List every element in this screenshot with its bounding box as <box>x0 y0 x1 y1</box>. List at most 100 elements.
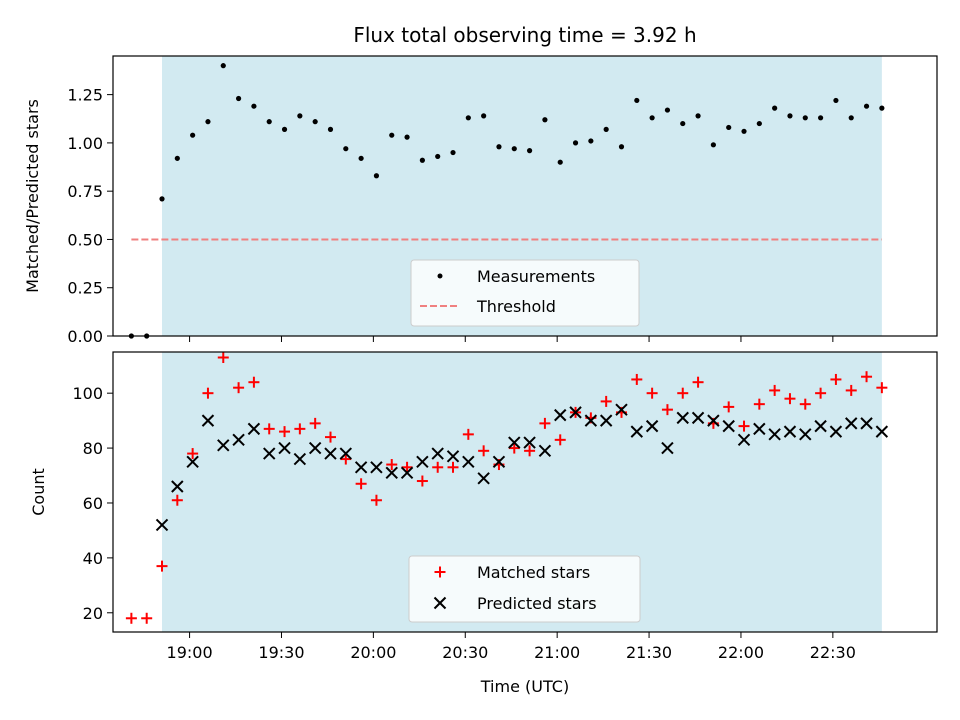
chart-title: Flux total observing time = 3.92 h <box>353 23 696 47</box>
legend-label-matched: Matched stars <box>477 563 590 582</box>
predicted-star-point <box>630 425 644 438</box>
measurement-point <box>680 120 686 127</box>
predicted-star-point <box>446 450 460 463</box>
x-diag-b <box>661 441 674 455</box>
x-axis-ticks <box>189 336 834 342</box>
x-diag-b <box>783 425 797 438</box>
measurement-point <box>327 126 334 132</box>
matched-star-point <box>478 445 490 457</box>
x-diag-b <box>860 417 873 430</box>
matched-star-point <box>692 376 704 388</box>
predicted-star-point <box>462 455 475 469</box>
legend-plus-marker <box>434 566 446 578</box>
predicted-star-point <box>538 444 552 458</box>
predicted-star-point <box>584 414 598 427</box>
measurement-point <box>879 105 885 111</box>
matched-star-point <box>447 461 459 473</box>
predicted-star-point <box>293 452 307 466</box>
predicted-star-point <box>737 433 751 447</box>
ratio-panel-frame <box>112 55 938 337</box>
x-diag-b <box>171 480 184 493</box>
measurement-point <box>266 119 272 125</box>
matched-star-point <box>845 384 857 396</box>
matched-star-points <box>125 351 888 624</box>
predicted-star-point <box>554 408 567 422</box>
predicted-star-point <box>691 411 705 425</box>
x-diag-b <box>676 411 689 425</box>
predicted-star-point <box>676 411 689 425</box>
predicted-star-point <box>661 441 674 455</box>
x-diag-b <box>217 439 230 452</box>
legend-x-marker <box>433 596 447 610</box>
matched-star-point <box>861 371 873 383</box>
measurement-point <box>588 138 594 144</box>
measurement-point <box>419 157 425 163</box>
predicted-star-point <box>263 447 276 460</box>
measurement-point <box>174 155 180 161</box>
count-panel: 20 40 60 80 100 19:00 19:30 20:00 20:30 21:00 21:… <box>29 351 938 696</box>
measurement-point <box>235 95 242 102</box>
x-diag-b <box>554 408 567 422</box>
predicted-star-point <box>707 414 720 427</box>
matched-star-point <box>294 423 306 435</box>
x-diag-b <box>508 436 521 449</box>
y-tick-label: 80 <box>83 439 103 458</box>
predicted-star-point <box>799 428 812 441</box>
x-diag-b <box>584 414 598 427</box>
x-diag-b <box>599 414 613 427</box>
measurement-point <box>496 144 502 150</box>
measurement-point <box>389 132 395 138</box>
matched-star-point <box>416 475 428 487</box>
y-axis-ticks: 0.00 0.25 0.50 0.75 1.00 1.25 <box>67 86 113 346</box>
predicted-star-point <box>814 419 827 433</box>
measurement-point <box>603 126 609 132</box>
x-diag-b <box>247 422 261 436</box>
measurement-point <box>435 153 441 160</box>
x-axis-label: Time (UTC) <box>480 677 569 696</box>
measurement-point <box>373 173 380 179</box>
x-tick-label: 19:00 <box>167 643 213 662</box>
predicted-star-point <box>783 425 797 438</box>
predicted-star-point <box>171 480 184 493</box>
predicted-star-point <box>508 436 521 449</box>
measurement-point <box>863 103 870 109</box>
predicted-star-point <box>400 466 414 479</box>
x-diag-b <box>477 472 490 485</box>
x-diag-b <box>308 441 322 455</box>
x-diag-b <box>615 403 628 416</box>
matched-star-point <box>799 398 811 410</box>
predicted-star-point <box>155 518 169 532</box>
measurement-points <box>128 63 885 339</box>
measurement-point <box>297 113 303 119</box>
measurement-point <box>450 149 456 156</box>
x-diag-b <box>354 461 368 474</box>
predicted-star-point <box>860 417 873 430</box>
predicted-star-point <box>370 461 383 474</box>
y-tick-label: 0.25 <box>67 279 103 298</box>
measurement-point <box>511 146 517 152</box>
measurement-point <box>404 134 410 140</box>
measurement-point <box>572 140 579 146</box>
measurement-point <box>542 117 548 123</box>
measurement-point <box>848 115 854 121</box>
measurement-point <box>481 113 487 119</box>
measurement-point <box>526 148 533 154</box>
measurement-point <box>741 128 747 134</box>
x-tick-label: 22:30 <box>810 643 856 662</box>
measurement-point <box>251 103 257 109</box>
x-diag-b <box>799 428 812 441</box>
matched-star-point <box>432 461 444 473</box>
predicted-star-point <box>768 428 781 441</box>
x-diag-b <box>293 452 307 466</box>
measurement-point <box>726 124 732 131</box>
matched-star-point <box>386 459 398 471</box>
measurement-point <box>710 142 716 148</box>
predicted-star-point <box>232 433 245 447</box>
x-diag-b <box>400 466 414 479</box>
matched-star-point <box>646 387 658 399</box>
x-diag-b <box>339 447 353 460</box>
y-tick-label: 0.50 <box>67 230 103 249</box>
predicted-star-point <box>523 436 536 449</box>
matched-star-point <box>677 387 689 399</box>
predicted-star-point <box>339 447 353 460</box>
